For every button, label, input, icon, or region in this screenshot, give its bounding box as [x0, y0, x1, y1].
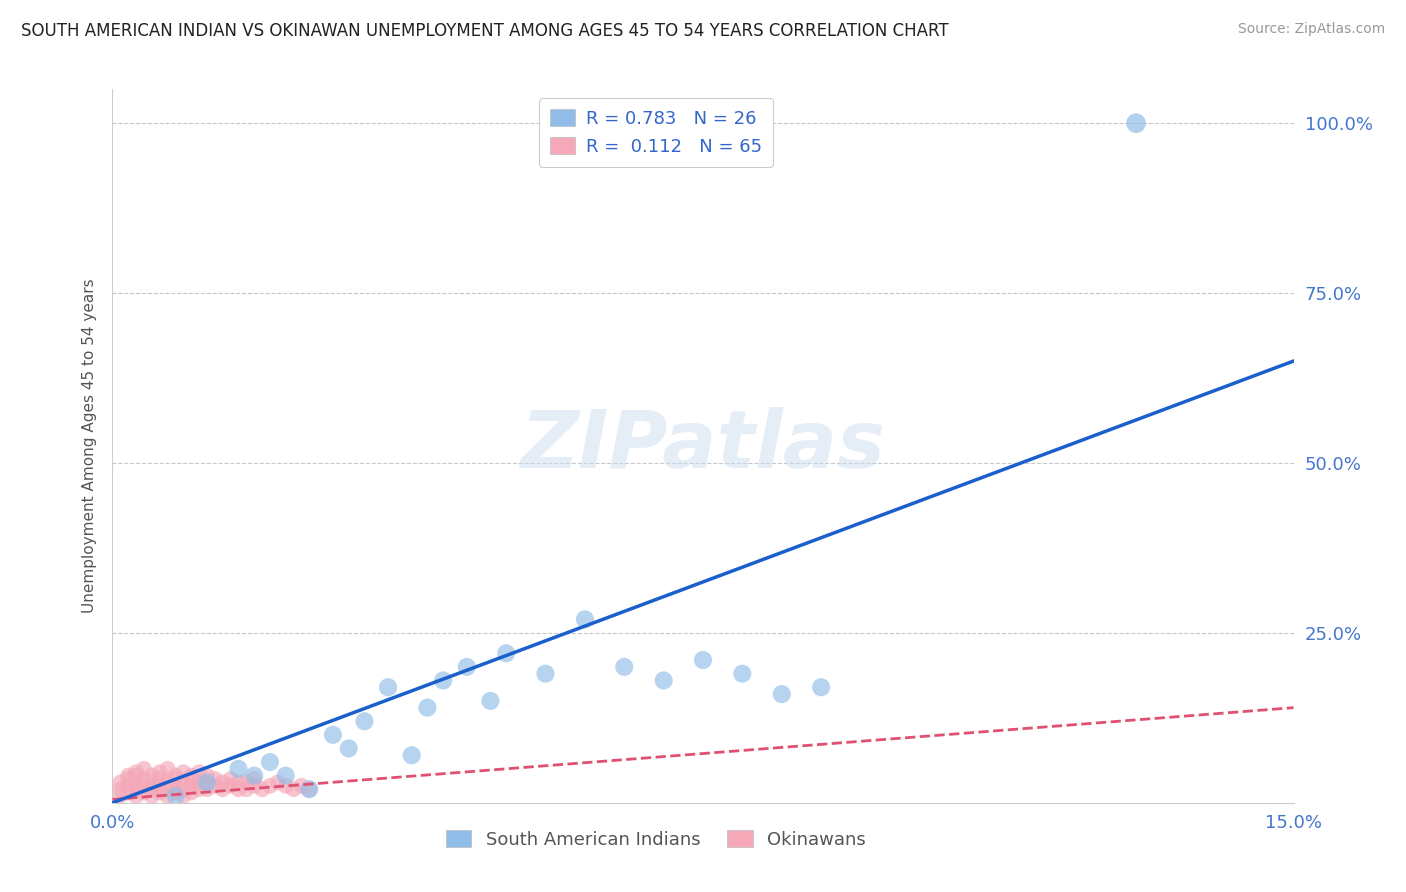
- Point: [180, 786, 202, 800]
- Point: [125, 782, 148, 797]
- Point: [495, 646, 517, 660]
- Point: [188, 782, 211, 797]
- Point: [259, 755, 281, 769]
- Point: [188, 775, 211, 789]
- Point: [132, 762, 155, 776]
- Point: [117, 772, 139, 786]
- Point: [219, 779, 242, 793]
- Point: [125, 775, 148, 789]
- Point: [243, 769, 266, 783]
- Point: [125, 769, 148, 783]
- Point: [132, 772, 155, 786]
- Point: [652, 673, 675, 688]
- Point: [377, 680, 399, 694]
- Point: [432, 673, 454, 688]
- Point: [298, 782, 321, 797]
- Point: [117, 779, 139, 793]
- Point: [165, 779, 187, 793]
- Point: [770, 687, 793, 701]
- Point: [401, 748, 423, 763]
- Point: [228, 782, 250, 797]
- Point: [235, 782, 257, 797]
- Point: [110, 775, 132, 789]
- Point: [534, 666, 557, 681]
- Point: [195, 769, 218, 783]
- Point: [125, 789, 148, 803]
- Point: [172, 765, 194, 780]
- Point: [235, 775, 257, 789]
- Point: [337, 741, 360, 756]
- Point: [125, 765, 148, 780]
- Point: [156, 775, 179, 789]
- Point: [172, 775, 194, 789]
- Point: [479, 694, 502, 708]
- Point: [259, 779, 281, 793]
- Point: [149, 779, 172, 793]
- Point: [180, 769, 202, 783]
- Point: [156, 789, 179, 803]
- Point: [211, 775, 233, 789]
- Point: [172, 789, 194, 803]
- Point: [132, 786, 155, 800]
- Point: [180, 772, 202, 786]
- Point: [180, 779, 202, 793]
- Point: [613, 660, 636, 674]
- Point: [692, 653, 714, 667]
- Point: [110, 789, 132, 803]
- Text: SOUTH AMERICAN INDIAN VS OKINAWAN UNEMPLOYMENT AMONG AGES 45 TO 54 YEARS CORRELA: SOUTH AMERICAN INDIAN VS OKINAWAN UNEMPL…: [21, 22, 949, 40]
- Point: [731, 666, 754, 681]
- Point: [274, 779, 297, 793]
- Point: [456, 660, 478, 674]
- Point: [141, 769, 163, 783]
- Point: [195, 775, 218, 789]
- Point: [195, 775, 218, 789]
- Point: [574, 612, 596, 626]
- Point: [353, 714, 375, 729]
- Point: [141, 789, 163, 803]
- Point: [228, 775, 250, 789]
- Legend: South American Indians, Okinawans: South American Indians, Okinawans: [437, 822, 875, 858]
- Text: ZIPatlas: ZIPatlas: [520, 407, 886, 485]
- Point: [165, 772, 187, 786]
- Point: [204, 772, 226, 786]
- Point: [132, 779, 155, 793]
- Point: [141, 782, 163, 797]
- Point: [416, 700, 439, 714]
- Point: [322, 728, 344, 742]
- Point: [110, 782, 132, 797]
- Point: [149, 765, 172, 780]
- Point: [165, 789, 187, 803]
- Point: [165, 786, 187, 800]
- Point: [298, 782, 321, 797]
- Point: [243, 772, 266, 786]
- Point: [219, 772, 242, 786]
- Point: [141, 775, 163, 789]
- Point: [1125, 116, 1147, 130]
- Point: [117, 769, 139, 783]
- Point: [117, 786, 139, 800]
- Point: [290, 779, 312, 793]
- Point: [149, 772, 172, 786]
- Point: [149, 786, 172, 800]
- Point: [156, 762, 179, 776]
- Point: [195, 782, 218, 797]
- Point: [274, 769, 297, 783]
- Y-axis label: Unemployment Among Ages 45 to 54 years: Unemployment Among Ages 45 to 54 years: [82, 278, 97, 614]
- Point: [810, 680, 832, 694]
- Point: [156, 782, 179, 797]
- Point: [228, 762, 250, 776]
- Point: [211, 782, 233, 797]
- Point: [172, 782, 194, 797]
- Point: [188, 765, 211, 780]
- Text: Source: ZipAtlas.com: Source: ZipAtlas.com: [1237, 22, 1385, 37]
- Point: [204, 779, 226, 793]
- Point: [250, 782, 273, 797]
- Point: [243, 779, 266, 793]
- Point: [267, 775, 290, 789]
- Point: [165, 769, 187, 783]
- Point: [283, 782, 305, 797]
